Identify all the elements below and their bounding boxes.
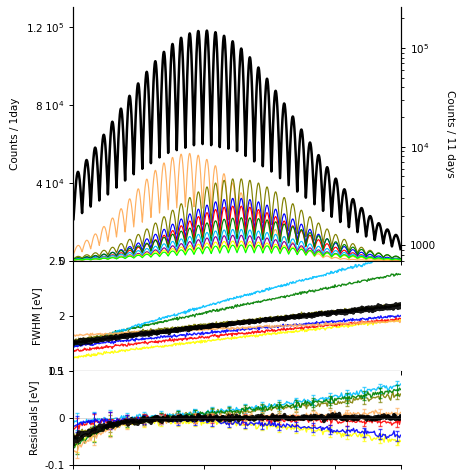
Y-axis label: FWHM [eV]: FWHM [eV] (32, 287, 42, 345)
Y-axis label: Counts / 1day: Counts / 1day (10, 98, 20, 170)
Y-axis label: Counts / 11 days: Counts / 11 days (445, 90, 455, 178)
Y-axis label: Residuals [eV]: Residuals [eV] (28, 380, 39, 455)
